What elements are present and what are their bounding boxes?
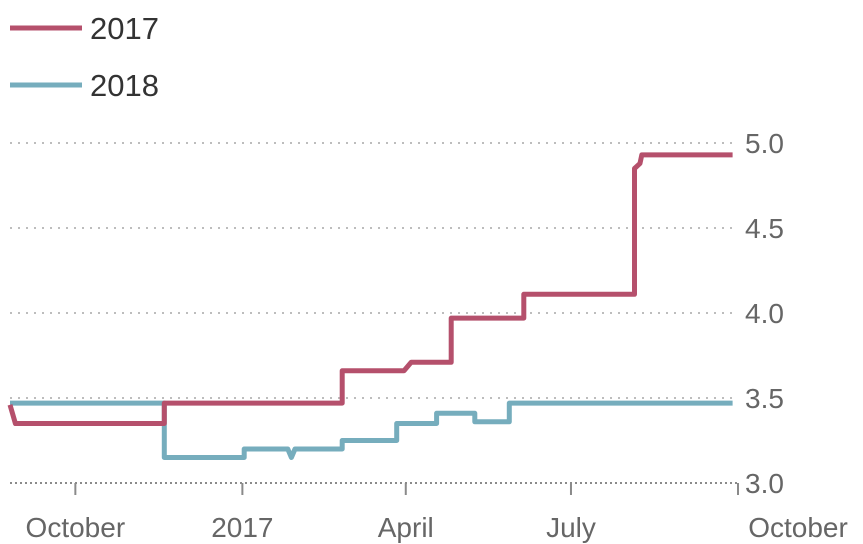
y-tick-label: 4.5 — [745, 213, 784, 244]
y-tick-label: 5.0 — [745, 128, 784, 159]
x-tick-label: October — [748, 512, 848, 543]
y-tick-label: 4.0 — [745, 298, 784, 329]
series-line-2017 — [7, 152, 733, 426]
y-tick-label: 3.0 — [745, 468, 784, 499]
grid-layer — [10, 142, 738, 484]
legend-label-2017: 2017 — [90, 11, 159, 46]
x-tick-label: October — [26, 512, 126, 543]
x-tick-label: 2017 — [211, 512, 273, 543]
legend: 2017 2018 — [10, 11, 159, 103]
series-line-2018 — [10, 400, 733, 460]
axis-layer: 3.0 3.5 4.0 4.5 5.0 October 2017 April July Octob… — [26, 128, 848, 543]
legend-label-2018: 2018 — [90, 68, 159, 103]
x-tick-label: April — [378, 512, 434, 543]
x-tick-label: July — [546, 512, 596, 543]
y-tick-label: 3.5 — [745, 383, 784, 414]
series-layer — [7, 152, 733, 460]
